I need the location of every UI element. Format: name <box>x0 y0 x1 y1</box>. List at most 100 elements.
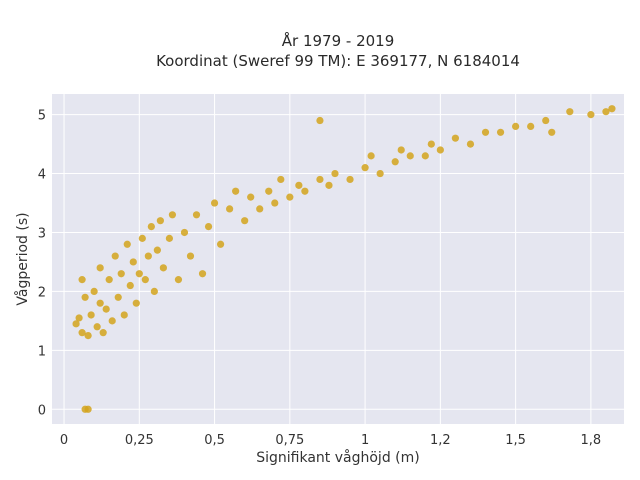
data-point <box>132 299 140 307</box>
data-point <box>105 276 113 284</box>
data-point <box>81 293 89 301</box>
data-point <box>421 152 429 160</box>
data-point <box>144 252 152 260</box>
x-axis-label: Signifikant våghöjd (m) <box>256 449 419 466</box>
data-point <box>84 332 92 340</box>
data-point <box>566 108 574 116</box>
chart-title-line2: Koordinat (Sweref 99 TM): E 369177, N 61… <box>156 52 520 70</box>
data-point <box>512 122 520 131</box>
data-point <box>159 264 167 272</box>
x-tick-label: 0,5 <box>204 433 225 448</box>
data-point <box>346 175 354 184</box>
data-point <box>168 211 177 219</box>
x-tick-label: 1 <box>361 433 369 448</box>
data-point <box>548 128 556 136</box>
data-point <box>331 169 339 178</box>
data-point <box>156 217 164 225</box>
x-tick-label: 1,5 <box>505 433 526 448</box>
data-point <box>75 314 83 322</box>
y-tick-label: 1 <box>38 344 46 359</box>
data-point <box>153 246 161 254</box>
data-point <box>247 193 255 201</box>
data-point <box>90 287 98 296</box>
data-point <box>406 152 414 160</box>
y-tick-label: 2 <box>38 285 46 300</box>
data-point <box>147 222 155 231</box>
data-point <box>496 128 505 136</box>
x-tick-label: 0,75 <box>275 433 304 448</box>
data-point <box>376 169 384 178</box>
data-point <box>367 152 375 160</box>
chart-title-line1: År 1979 - 2019 <box>282 31 395 50</box>
data-point <box>198 270 207 278</box>
data-point <box>138 234 146 242</box>
data-point <box>174 276 183 284</box>
data-point <box>165 234 174 242</box>
plot-area <box>52 94 624 424</box>
data-point <box>265 187 273 195</box>
data-point <box>427 140 435 148</box>
data-point <box>135 270 143 278</box>
x-tick-labels: 0 0,25 0,5 0,75 1 1,2 1,5 1,8 <box>60 433 601 448</box>
data-point <box>325 181 333 189</box>
data-point <box>451 134 460 142</box>
data-point <box>256 205 264 213</box>
data-point <box>96 264 104 272</box>
data-point <box>608 105 616 113</box>
data-point <box>114 293 122 301</box>
data-point <box>117 270 125 278</box>
data-point <box>96 299 104 307</box>
data-point <box>295 181 303 189</box>
data-point <box>102 305 110 313</box>
data-point <box>316 175 324 184</box>
data-point <box>210 199 219 207</box>
data-point <box>150 287 158 296</box>
data-point <box>587 111 595 119</box>
data-point <box>542 116 550 125</box>
data-point <box>204 222 213 231</box>
data-point <box>87 311 95 319</box>
data-point <box>277 175 285 184</box>
data-point <box>226 205 234 213</box>
data-point <box>361 164 369 172</box>
data-point <box>241 217 249 225</box>
data-point <box>232 187 240 195</box>
x-tick-label: 1,2 <box>430 433 451 448</box>
data-point <box>120 311 128 319</box>
data-point <box>126 281 134 290</box>
data-point <box>93 323 101 331</box>
x-tick-label: 1,8 <box>581 433 602 448</box>
y-tick-label: 5 <box>38 109 46 124</box>
y-axis-label: Vågperiod (s) <box>14 212 31 305</box>
y-tick-labels: 0 1 2 3 4 5 <box>38 109 46 419</box>
data-point <box>527 122 535 131</box>
data-point <box>286 193 294 201</box>
data-point <box>108 317 116 325</box>
data-point <box>271 199 279 207</box>
data-point <box>180 228 189 237</box>
data-point <box>141 276 149 284</box>
x-tick-label: 0,25 <box>125 433 154 448</box>
data-point <box>99 329 107 337</box>
data-point <box>78 329 86 337</box>
x-tick-label: 0 <box>60 433 68 448</box>
data-point <box>481 128 490 136</box>
y-tick-label: 3 <box>38 226 46 241</box>
y-tick-label: 0 <box>38 403 46 418</box>
data-point <box>84 405 92 413</box>
data-point <box>602 108 610 116</box>
data-point <box>72 320 80 328</box>
data-point <box>111 252 119 260</box>
data-point <box>391 158 399 166</box>
data-point <box>316 116 324 125</box>
data-points <box>72 105 616 413</box>
data-point <box>216 240 225 248</box>
data-point <box>123 240 131 248</box>
data-point <box>186 252 195 260</box>
data-point <box>301 187 309 195</box>
data-point <box>78 276 86 284</box>
data-point <box>129 258 137 266</box>
data-point <box>192 211 201 219</box>
y-tick-label: 4 <box>38 168 46 183</box>
